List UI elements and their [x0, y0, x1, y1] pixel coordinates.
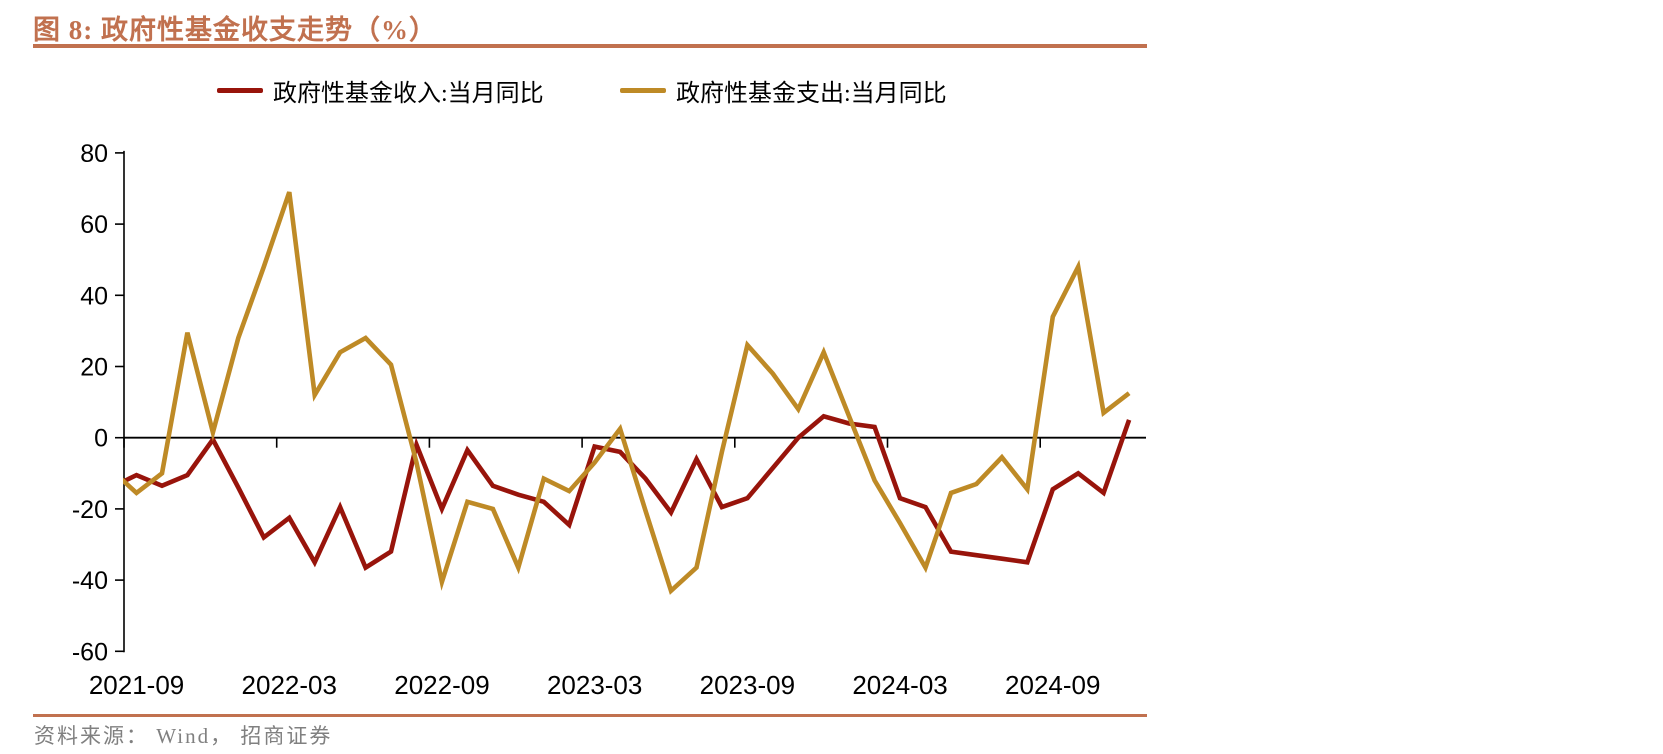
x-axis-label: 2022-09 — [394, 670, 489, 700]
expenditure-line-swatch — [620, 87, 666, 93]
y-axis-label: 60 — [80, 211, 108, 239]
y-axis-label: -20 — [72, 496, 108, 524]
x-axis-label: 2023-09 — [700, 670, 795, 700]
footer-divider — [33, 714, 1147, 717]
legend-item-revenue: 政府性基金收入:当月同比 — [217, 76, 544, 107]
legend-label-revenue: 政府性基金收入:当月同比 — [273, 80, 544, 107]
expenditure-series-line — [123, 191, 1131, 595]
legend-item-expenditure: 政府性基金支出:当月同比 — [620, 76, 947, 107]
chart-title: 图 8: 政府性基金收支走势（%） — [33, 15, 437, 45]
revenue-series-line — [123, 413, 1132, 571]
y-axis-label: -60 — [72, 638, 108, 666]
x-axis-label: 2024-09 — [1005, 670, 1100, 700]
x-axis-label: 2021-09 — [89, 670, 184, 700]
y-axis-label: -40 — [72, 567, 108, 595]
x-axis-label: 2022-03 — [242, 670, 337, 700]
source-attribution: 资料来源： Wind， 招商证券 — [34, 724, 333, 748]
legend: 政府性基金收入:当月同比 政府性基金支出:当月同比 — [0, 76, 1663, 107]
legend-label-expenditure: 政府性基金支出:当月同比 — [676, 80, 947, 107]
y-axis-label: 80 — [80, 140, 108, 168]
y-axis-label: 20 — [80, 354, 108, 382]
revenue-line-swatch — [217, 87, 263, 93]
x-axis-label: 2023-03 — [547, 670, 642, 700]
y-axis-label: 0 — [94, 425, 108, 453]
y-axis-label: 40 — [80, 282, 108, 310]
title-underline — [33, 44, 1147, 48]
x-axis-label: 2024-03 — [852, 670, 947, 700]
